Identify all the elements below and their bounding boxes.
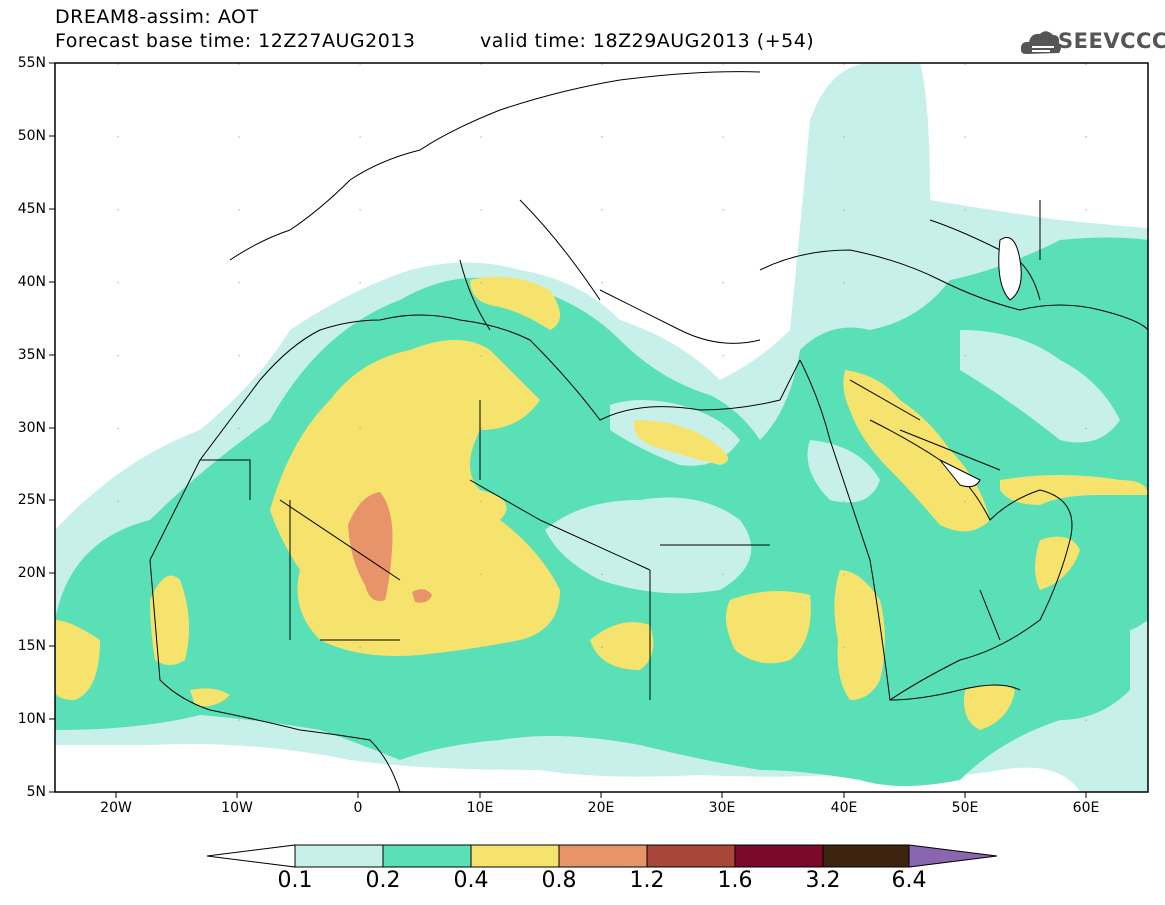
lat-label: 25N (17, 492, 46, 508)
lon-label: 10W (221, 800, 253, 816)
lon-label: 20E (587, 800, 615, 816)
colorbar-label: 6.4 (891, 868, 927, 893)
colorbar-label: 0.8 (541, 868, 577, 893)
colorbar-swatch (822, 844, 910, 868)
lon-label: 50E (951, 800, 979, 816)
lat-label: 20N (17, 565, 46, 581)
colorbar-swatch (382, 844, 472, 868)
lat-label: 10N (17, 711, 46, 727)
colorbar-swatch (294, 844, 384, 868)
colorbar-label: 0.4 (453, 868, 489, 893)
colorbar-label: 3.2 (805, 868, 841, 893)
lat-label: 5N (26, 784, 46, 800)
seevccc-logo: SEEVCCC (1058, 29, 1165, 53)
cloud-logo-icon (1020, 31, 1061, 54)
map-title: DREAM8-assim: AOT (55, 6, 259, 28)
lon-label: 0 (353, 800, 363, 816)
colorbar-swatch (908, 844, 998, 868)
colorbar-swatch (558, 844, 648, 868)
colorbar-swatch (734, 844, 824, 868)
lat-label: 55N (17, 55, 46, 71)
lat-label: 45N (17, 201, 46, 217)
colorbar (206, 844, 998, 868)
lon-label: 60E (1072, 800, 1100, 816)
colorbar-label: 0.2 (365, 868, 401, 893)
colorbar-label: 0.1 (277, 868, 313, 893)
colorbar-label: 1.6 (717, 868, 753, 893)
colorbar-swatch (646, 844, 736, 868)
lat-label: 50N (17, 128, 46, 144)
lat-label: 15N (17, 638, 46, 654)
lat-label: 40N (17, 274, 46, 290)
colorbar-swatch (470, 844, 560, 868)
lon-label: 20W (100, 800, 132, 816)
lon-label: 10E (466, 800, 494, 816)
colorbar-label: 1.2 (629, 868, 665, 893)
lat-label: 35N (17, 347, 46, 363)
valid-time: valid time: 18Z29AUG2013 (+54) (480, 30, 815, 52)
lon-label: 40E (830, 800, 858, 816)
lon-label: 30E (708, 800, 736, 816)
lat-label: 30N (17, 420, 46, 436)
forecast-base-time: Forecast base time: 12Z27AUG2013 (55, 30, 416, 52)
